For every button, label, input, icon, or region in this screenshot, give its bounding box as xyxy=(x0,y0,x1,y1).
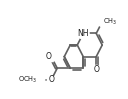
Text: O: O xyxy=(48,75,54,84)
Text: NH: NH xyxy=(77,29,89,38)
Text: CH$_3$: CH$_3$ xyxy=(103,17,117,27)
Text: O: O xyxy=(45,52,51,61)
Text: OCH$_3$: OCH$_3$ xyxy=(18,75,38,85)
Text: O: O xyxy=(93,65,99,74)
